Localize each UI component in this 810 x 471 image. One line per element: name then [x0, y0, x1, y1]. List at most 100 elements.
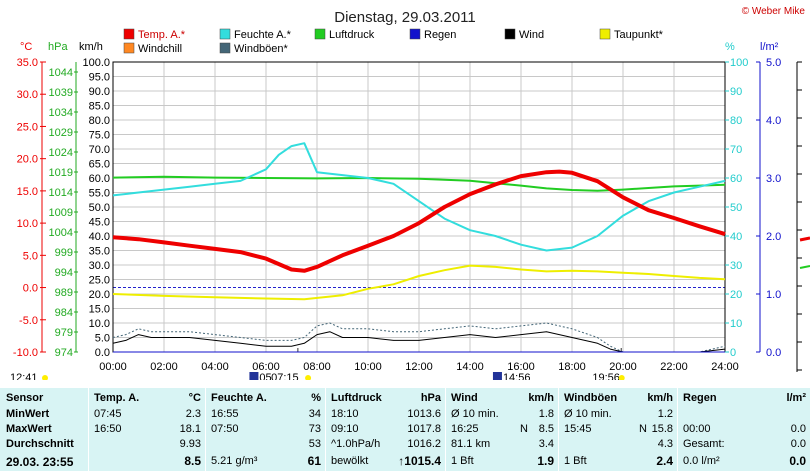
- rain-tick-label: 2.0: [766, 231, 781, 243]
- pressure-tick-label: 1029: [49, 127, 73, 139]
- wind-tick-label: 40.0: [89, 231, 110, 243]
- time-tick-label: 10:00: [354, 361, 382, 373]
- pressure-current-left: bewölkt: [331, 455, 369, 467]
- pressure-tick-label: 974: [55, 347, 73, 359]
- rain-tick-label: 1.0: [766, 289, 781, 301]
- legend-label: Regen: [424, 29, 456, 41]
- wind-row-value: 1.8: [538, 408, 554, 420]
- humidity-current-left: 5.21 g/m³: [211, 455, 258, 467]
- legend-label: Feuchte A.*: [234, 29, 292, 41]
- humidity-row-time: 07:50: [211, 423, 239, 435]
- rain-row-value: 0.0: [790, 423, 806, 435]
- sun-left-time: 12:41: [10, 372, 38, 380]
- time-tick-label: 06:00: [252, 361, 280, 373]
- pressure-unit: hPa: [420, 392, 441, 404]
- pressure-current-value: ↑1015.4: [398, 454, 441, 468]
- pressure-tick-label: 1034: [49, 107, 73, 119]
- rain-header: Regen: [683, 392, 717, 404]
- humidity-tick-label: 100: [730, 57, 748, 69]
- series-line: [112, 142, 726, 252]
- time-tick-label: 20:00: [609, 361, 637, 373]
- temp-row-time: 07:45: [94, 408, 122, 420]
- wind-tick-label: 0.0: [95, 347, 110, 359]
- temp-row-time: 16:50: [94, 423, 122, 435]
- pressure-row-time: ^1.0hPa/h: [331, 438, 381, 450]
- wind-tick-label: 65.0: [89, 159, 110, 171]
- sunset-time: 19:56: [592, 372, 620, 380]
- column-separator: [445, 388, 446, 471]
- temp-tick-label: 5.0: [23, 250, 38, 262]
- humidity-tick-label: 80: [730, 115, 742, 127]
- stats-row-label: Durchschnitt: [6, 438, 74, 450]
- moon-time: 14:56: [503, 372, 531, 380]
- temp-row-value: 2.3: [185, 408, 201, 420]
- humidity-axis-unit: %: [725, 41, 735, 53]
- rain-axis-unit: l/m²: [760, 41, 779, 53]
- wind-axis-unit: km/h: [79, 41, 103, 53]
- pressure-tick-label: 999: [55, 247, 73, 259]
- humidity-tick-label: 60: [730, 173, 742, 185]
- rain-tick-label: 4.0: [766, 115, 781, 127]
- legend-label: Luftdruck: [329, 29, 375, 41]
- column-separator: [325, 388, 326, 471]
- humidity-tick-label: 10: [730, 318, 742, 330]
- stats-row-label: MaxWert: [6, 423, 52, 435]
- gust-row-value: 1.2: [657, 408, 673, 420]
- wind-row-time: 81.1 km: [451, 438, 491, 450]
- gust-row-direction: N: [639, 423, 647, 435]
- temp-tick-label: 20.0: [17, 154, 38, 166]
- rain-row-time: 00:00: [683, 423, 711, 435]
- temp-tick-label: -5.0: [19, 315, 38, 327]
- sun-icon: [305, 375, 312, 380]
- humidity-tick-label: 50: [730, 202, 742, 214]
- time-tick-label: 00:00: [99, 361, 127, 373]
- temp-tick-label: 30.0: [17, 89, 38, 101]
- chart-grid: [112, 61, 726, 353]
- pressure-tick-label: 984: [55, 307, 73, 319]
- time-tick-label: 18:00: [558, 361, 586, 373]
- series-line: [112, 175, 726, 192]
- temp-tick-label: 35.0: [17, 57, 38, 69]
- wind-tick-label: 100.0: [82, 57, 110, 69]
- pressure-row-value: 1016.2: [407, 438, 441, 450]
- edge-temp-fragment: [799, 236, 810, 242]
- stats-table: Sensor MinWert MaxWert Durchschnitt 29.03. 2…: [0, 388, 810, 471]
- right-edge-fragment: [796, 61, 810, 372]
- stats-row-label: MinWert: [6, 408, 50, 420]
- pressure-header: Luftdruck: [331, 392, 382, 404]
- wind-row-time: 16:25: [451, 423, 479, 435]
- legend-swatch: [123, 28, 135, 40]
- pressure-tick-label: 1009: [49, 207, 73, 219]
- legend-swatch: [219, 42, 231, 54]
- pressure-tick-label: 1024: [49, 147, 73, 159]
- temp-header: Temp. A.: [94, 392, 140, 404]
- legend-swatch: [123, 42, 135, 54]
- time-tick-label: 22:00: [660, 361, 688, 373]
- wind-tick-label: 45.0: [89, 217, 110, 229]
- sun-icon: [42, 375, 48, 380]
- legend-swatch: [504, 28, 516, 40]
- pressure-tick-label: 1014: [49, 187, 73, 199]
- humidity-row-time: 16:55: [211, 408, 239, 420]
- series-line: [112, 331, 726, 353]
- legend-label: Windchill: [138, 43, 182, 55]
- wind-tick-label: 10.0: [89, 318, 110, 330]
- legend-label: Temp. A.*: [138, 29, 186, 41]
- rain-unit: l/m²: [786, 392, 806, 404]
- rain-row-time: Gesamt:: [683, 438, 725, 450]
- humidity-unit: %: [311, 392, 321, 404]
- time-tick-label: 24:00: [711, 361, 739, 373]
- humidity-tick-label: 30: [730, 260, 742, 272]
- chart-title: Dienstag, 29.03.2011: [334, 9, 476, 26]
- wind-row-time: Ø 10 min.: [451, 408, 499, 420]
- wind-header: Wind: [451, 392, 478, 404]
- series-line: [112, 264, 726, 301]
- humidity-row-value: 34: [308, 408, 321, 420]
- wind-tick-label: 85.0: [89, 101, 110, 113]
- wind-row-direction: N: [520, 423, 528, 435]
- column-separator: [205, 388, 206, 471]
- column-separator: [88, 388, 89, 471]
- wind-tick-label: 95.0: [89, 72, 110, 84]
- temp-tick-label: 25.0: [17, 121, 38, 133]
- pressure-tick-label: 1019: [49, 167, 73, 179]
